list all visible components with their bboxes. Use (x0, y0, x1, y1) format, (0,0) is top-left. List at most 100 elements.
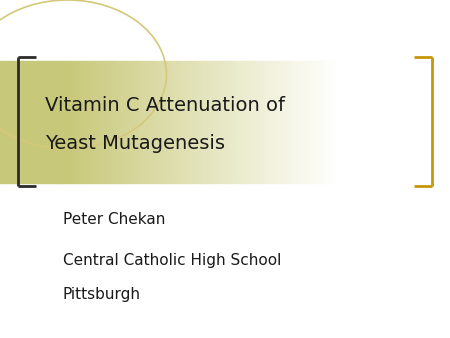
Bar (53, 61, 54, 183)
Bar (100, 61, 102, 183)
Bar (369, 61, 370, 183)
Bar (320, 61, 321, 183)
Bar (327, 61, 328, 183)
Bar (188, 61, 189, 183)
Bar (48, 61, 50, 183)
Bar (240, 61, 242, 183)
Bar (116, 61, 117, 183)
Bar (226, 61, 228, 183)
Bar (397, 61, 399, 183)
Bar (330, 61, 332, 183)
Bar (207, 61, 208, 183)
Bar (136, 61, 138, 183)
Bar (134, 61, 135, 183)
Bar (213, 61, 215, 183)
Bar (323, 61, 324, 183)
Bar (314, 61, 315, 183)
Bar (72, 61, 73, 183)
Bar (180, 61, 181, 183)
Bar (37, 61, 39, 183)
Bar (415, 61, 417, 183)
Bar (399, 61, 400, 183)
Bar (300, 61, 302, 183)
Bar (174, 61, 176, 183)
Bar (63, 61, 64, 183)
Bar (195, 61, 197, 183)
Bar (306, 61, 307, 183)
Bar (44, 61, 45, 183)
Bar (291, 61, 293, 183)
Bar (404, 61, 405, 183)
Bar (212, 61, 213, 183)
Bar (4, 61, 6, 183)
Bar (429, 61, 431, 183)
Bar (318, 61, 320, 183)
Bar (342, 61, 343, 183)
Bar (64, 61, 66, 183)
Bar (405, 61, 406, 183)
Bar (153, 61, 154, 183)
Bar (108, 61, 109, 183)
Text: Yeast Mutagenesis: Yeast Mutagenesis (45, 134, 225, 152)
Bar (350, 61, 351, 183)
Bar (244, 61, 246, 183)
Bar (285, 61, 287, 183)
Bar (336, 61, 338, 183)
Bar (109, 61, 111, 183)
Bar (260, 61, 261, 183)
Bar (422, 61, 423, 183)
Bar (14, 61, 15, 183)
Bar (441, 61, 442, 183)
Bar (17, 61, 18, 183)
Bar (170, 61, 171, 183)
Bar (112, 61, 114, 183)
Bar (374, 61, 375, 183)
Bar (333, 61, 334, 183)
Bar (120, 61, 122, 183)
Bar (51, 61, 53, 183)
Bar (312, 61, 314, 183)
Bar (400, 61, 402, 183)
Bar (35, 61, 36, 183)
Bar (216, 61, 217, 183)
Bar (388, 61, 390, 183)
Bar (107, 61, 108, 183)
Bar (279, 61, 280, 183)
Bar (39, 61, 40, 183)
Bar (387, 61, 388, 183)
Bar (27, 61, 28, 183)
Bar (357, 61, 359, 183)
Text: Vitamin C Attenuation of: Vitamin C Attenuation of (45, 96, 285, 115)
Bar (325, 61, 327, 183)
Bar (150, 61, 152, 183)
Bar (201, 61, 202, 183)
Bar (68, 61, 69, 183)
Bar (181, 61, 183, 183)
Bar (348, 61, 350, 183)
Bar (66, 61, 67, 183)
Bar (364, 61, 366, 183)
Bar (141, 61, 143, 183)
Bar (192, 61, 194, 183)
Bar (274, 61, 276, 183)
Bar (307, 61, 309, 183)
Bar (3, 61, 4, 183)
Bar (135, 61, 136, 183)
Bar (177, 61, 179, 183)
Bar (60, 61, 62, 183)
Bar (262, 61, 264, 183)
Bar (156, 61, 157, 183)
Bar (267, 61, 269, 183)
Bar (282, 61, 284, 183)
Bar (73, 61, 75, 183)
Bar (248, 61, 249, 183)
Bar (339, 61, 341, 183)
Bar (159, 61, 161, 183)
Bar (90, 61, 91, 183)
Bar (208, 61, 210, 183)
Bar (190, 61, 192, 183)
Bar (132, 61, 134, 183)
Bar (18, 61, 19, 183)
Bar (298, 61, 300, 183)
Bar (154, 61, 156, 183)
